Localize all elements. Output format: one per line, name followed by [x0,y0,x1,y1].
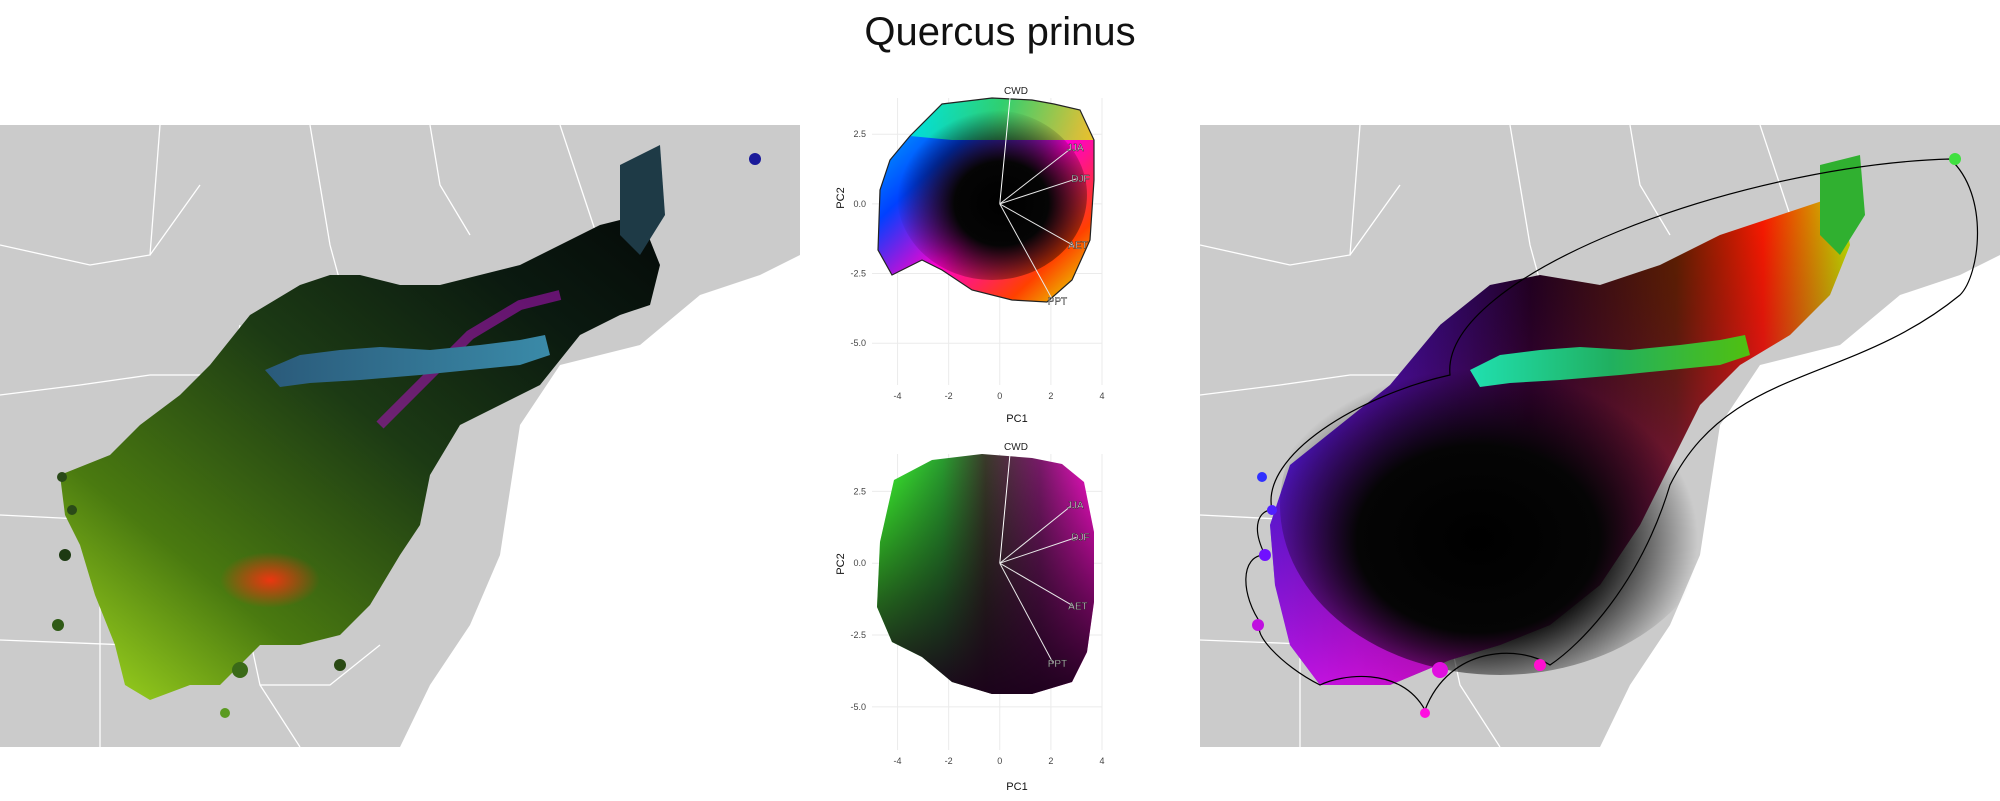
range-north-patch [265,335,550,387]
range-magenta-ridge [376,290,562,429]
vector-label-djf: DJF [1071,174,1089,185]
pca-bottom-vectors: CWD JJA DJF AET PPT [999,442,1090,670]
vector-arrow-aet [999,203,1075,247]
vector-arrow-djf [999,178,1077,205]
pca-top-ylabel: PC2 [835,187,847,208]
y-tick-label: -2.5 [850,630,866,640]
vector-arrow-ppt [999,562,1054,665]
x-tick-label: -4 [894,391,902,401]
range-north-patch [1470,335,1750,387]
left-map-svg [0,124,800,748]
pca-top-axes: -4 -2 0 2 4 2.5 0.0 -2.5 -5.0 [850,129,1104,401]
vector-label-jja: JJA [1067,143,1084,154]
x-tick-label: -2 [945,391,953,401]
vector-arrow-cwd [999,453,1011,564]
range-red-hotspot [220,552,320,608]
pca-top-xlabel: PC1 [1006,413,1027,425]
vector-label-ppt: PPT [1048,296,1067,307]
x-tick-label: 0 [997,391,1002,401]
vector-label-aet: AET [1068,601,1087,612]
x-tick-label: -4 [894,756,902,766]
range-dark-core [1280,335,1720,675]
y-tick-label: -5.0 [850,338,866,348]
vector-label-cwd: CWD [1004,442,1028,453]
range-main [60,215,660,700]
left-range-map [0,124,800,748]
x-tick-label: 0 [997,756,1002,766]
pca-bottom-shading [877,454,1094,694]
x-tick-label: 2 [1048,391,1053,401]
pca-plot-bottom: CWD JJA DJF AET PPT -4 -2 0 2 4 2.5 0.0 -2.5 -5.0 PC… [832,432,1172,796]
pca-bottom-ylabel: PC2 [835,553,847,574]
vector-label-aet: AET [1068,241,1087,252]
right-range-map [1199,124,2000,748]
pca-bottom-axes: -4 -2 0 2 4 2.5 0.0 -2.5 -5.0 [850,486,1104,766]
outlier-points [52,153,761,718]
pca-plot-top: CWD JJA DJF AET PPT -4 -2 0 2 4 2.5 0.0 -2.5 -5.0 PC… [832,70,1172,430]
vector-label-jja: JJA [1067,501,1084,512]
right-map-svg [1199,124,2000,748]
pca-bottom-svg: CWD JJA DJF AET PPT -4 -2 0 2 4 2.5 0.0 -2.5 -5.0 PC… [835,442,1105,793]
pca-bottom-xlabel: PC1 [1006,781,1027,793]
ocean [1600,255,2000,747]
convex-hull [1245,158,1978,712]
x-tick-label: 2 [1048,756,1053,766]
x-tick-label: 4 [1099,391,1104,401]
x-tick-label: -2 [945,756,953,766]
pca-top-cloud-center [897,110,1087,280]
pca-top-svg: CWD JJA DJF AET PPT -4 -2 0 2 4 2.5 0.0 -2.5 -5.0 PC… [835,86,1105,425]
vector-arrow-djf [999,536,1077,564]
y-tick-label: 2.5 [853,486,866,496]
y-tick-label: 2.5 [853,129,866,139]
page-title: Quercus prinus [864,10,1136,54]
ocean [400,255,800,747]
y-tick-label: -2.5 [850,269,866,279]
vector-label-ppt: PPT [1048,659,1067,670]
vector-label-cwd: CWD [1004,86,1028,97]
vector-arrow-jja [999,147,1072,205]
outlier-points [1252,153,1961,718]
vector-label-djf: DJF [1071,532,1089,543]
range-ne-arm [620,145,665,255]
range-ne-arm [1820,155,1865,255]
vector-arrow-ppt [999,203,1054,302]
y-tick-label: 0.0 [853,558,866,568]
pca-top-vectors: CWD JJA DJF AET PPT [999,86,1090,308]
x-tick-label: 4 [1099,756,1104,766]
y-tick-label: -5.0 [850,702,866,712]
vector-arrow-jja [999,505,1072,564]
pca-top-hull [877,97,1095,303]
vector-arrow-cwd [999,97,1011,204]
vector-arrow-aet [999,562,1075,607]
y-tick-label: 0.0 [853,199,866,209]
